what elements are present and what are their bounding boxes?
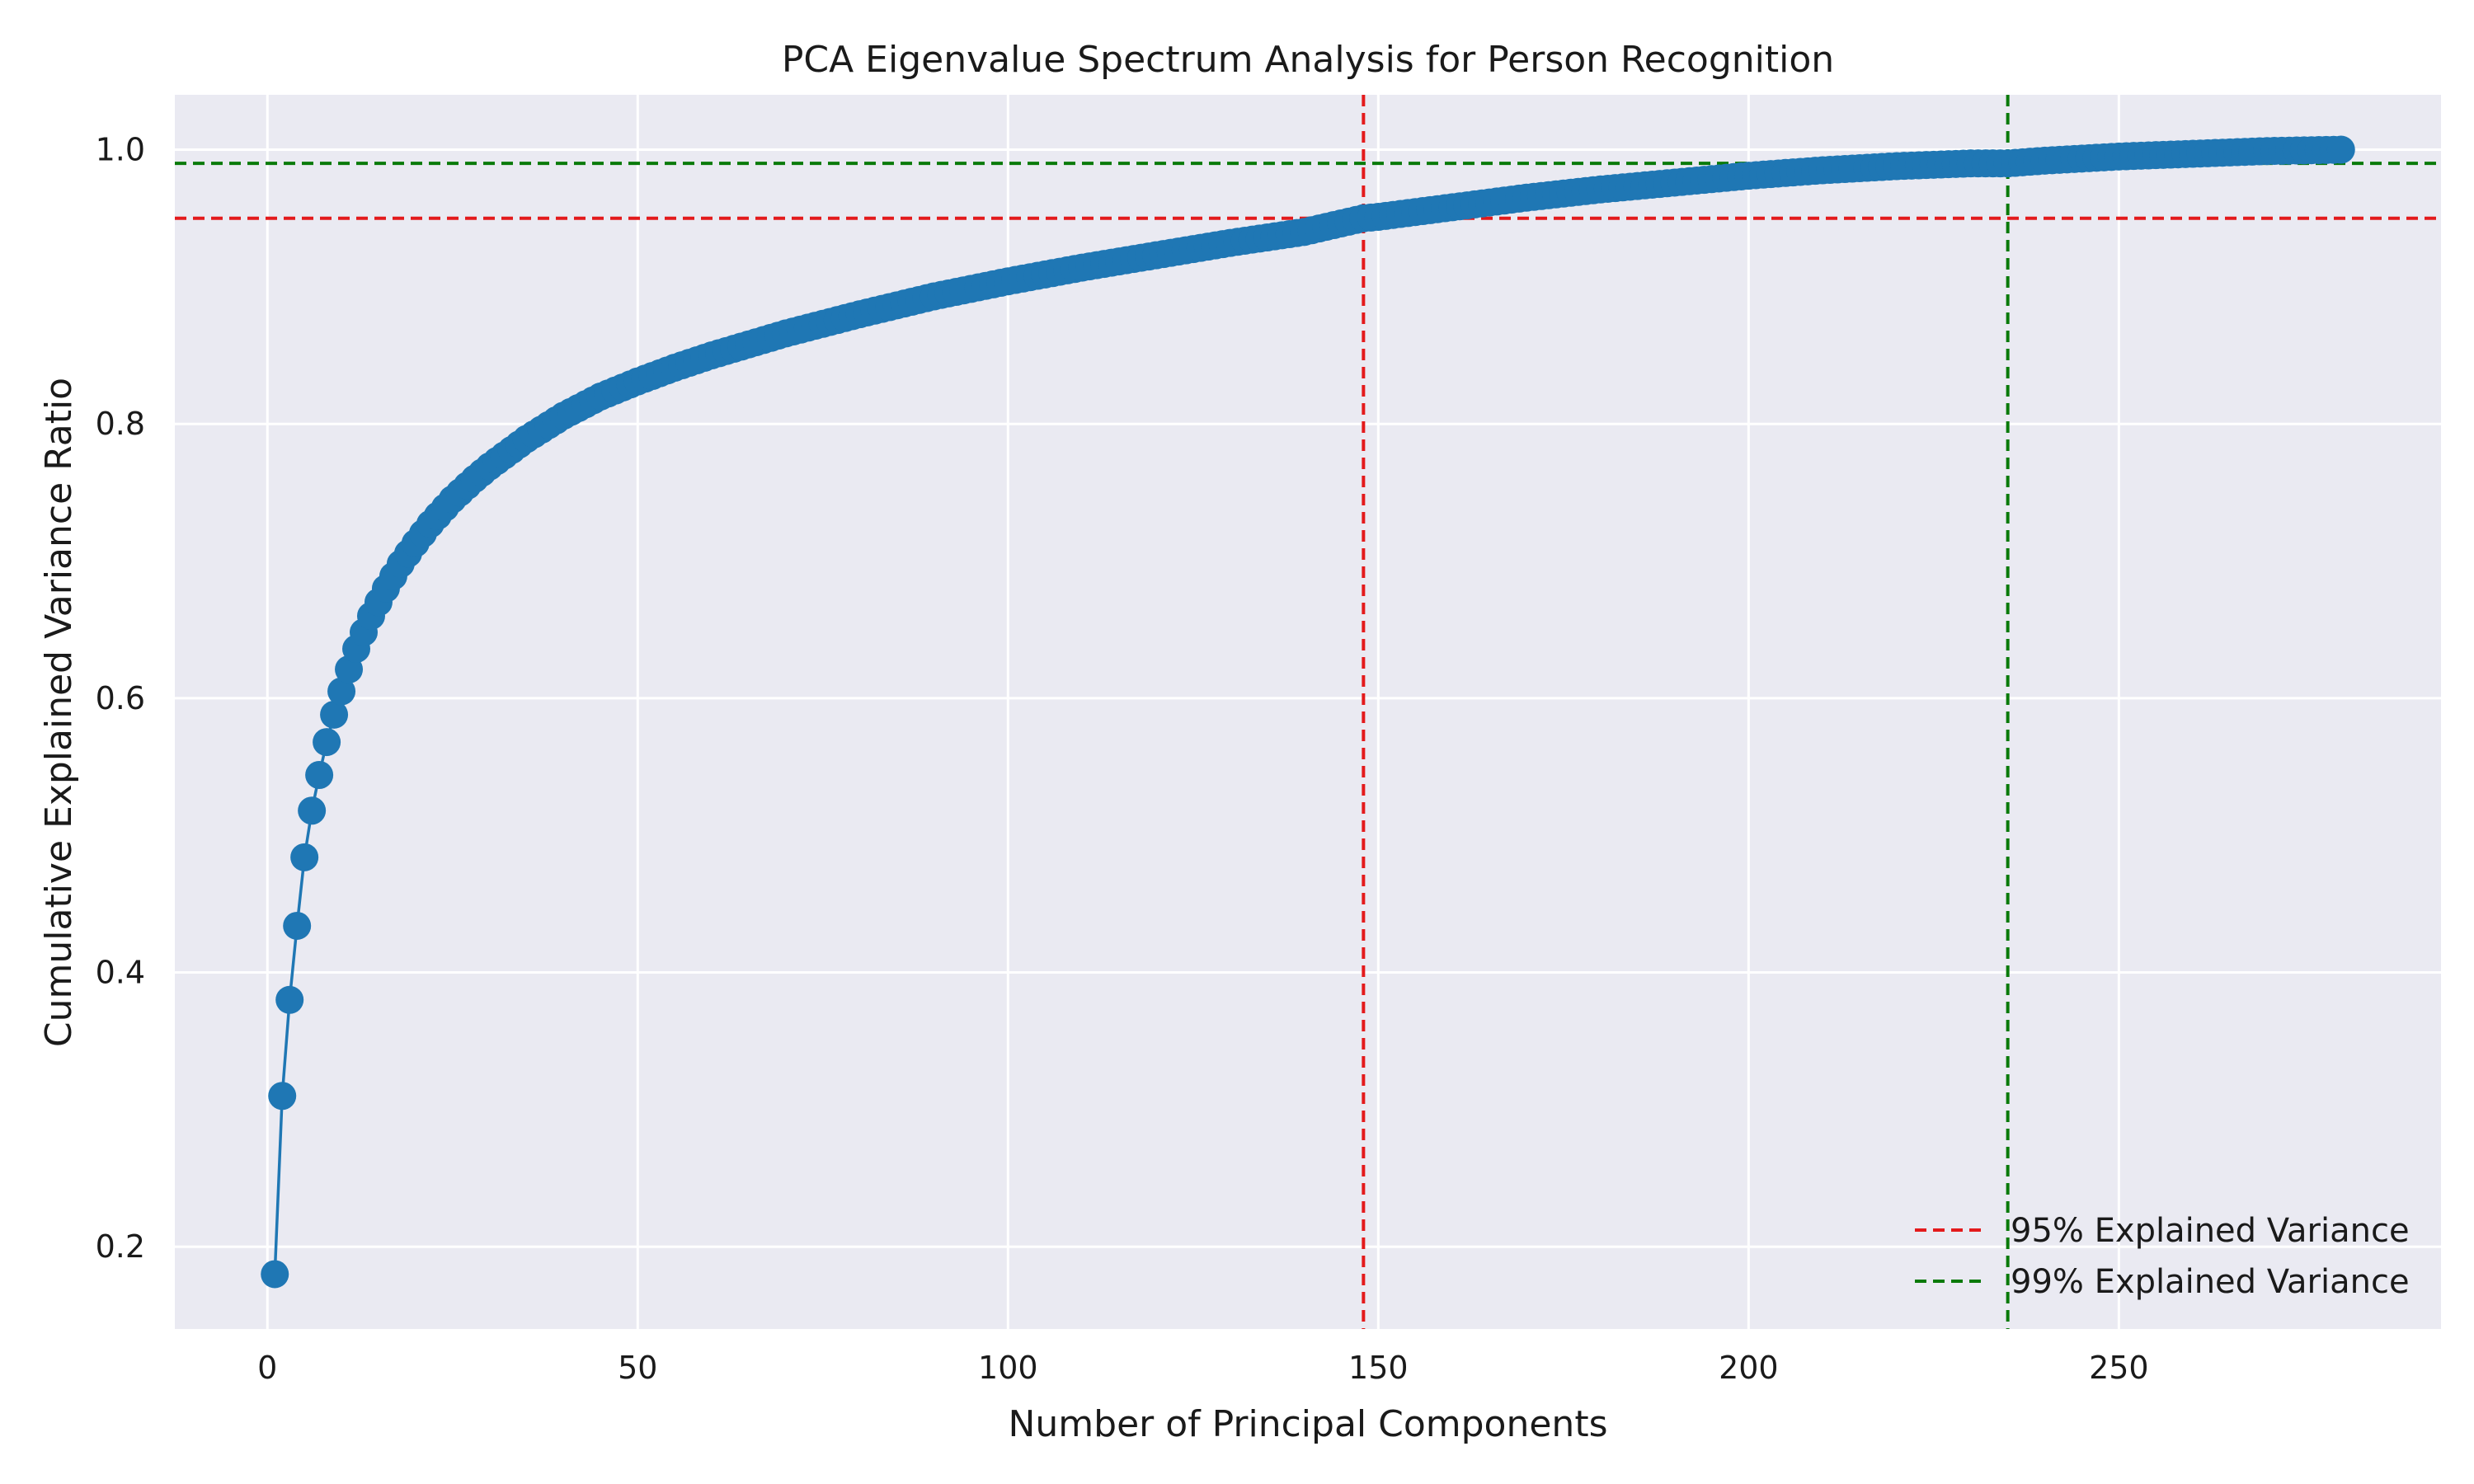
legend: 95% Explained Variance 99% Explained Var… — [1915, 1212, 2410, 1301]
plot-area-background — [175, 95, 2441, 1329]
data-point — [261, 1260, 289, 1289]
data-point — [2326, 135, 2355, 164]
x-tick-label: 0 — [257, 1350, 277, 1386]
legend-label-95: 95% Explained Variance — [2011, 1212, 2410, 1250]
data-point — [320, 700, 349, 729]
x-tick-label: 250 — [2089, 1350, 2149, 1386]
y-tick-label: 0.8 — [96, 406, 145, 442]
x-tick-label: 100 — [978, 1350, 1038, 1386]
data-point — [283, 911, 312, 940]
y-tick-label: 1.0 — [96, 132, 145, 168]
y-tick-label: 0.4 — [96, 955, 145, 991]
data-point — [327, 677, 356, 706]
chart-title: PCA Eigenvalue Spectrum Analysis for Per… — [782, 39, 1834, 81]
data-point — [275, 985, 304, 1014]
y-tick-label: 0.2 — [96, 1228, 145, 1265]
data-series — [261, 135, 2355, 1289]
x-tick-label: 50 — [618, 1350, 657, 1386]
data-point — [268, 1082, 297, 1111]
data-point — [305, 761, 334, 790]
data-point — [290, 843, 319, 871]
y-axis-label: Cumulative Explained Variance Ratio — [38, 378, 80, 1047]
x-axis-label: Number of Principal Components — [1009, 1403, 1608, 1445]
x-tick-label: 150 — [1348, 1350, 1409, 1386]
x-tick-label: 200 — [1719, 1350, 1779, 1386]
data-point — [313, 728, 341, 757]
data-point — [298, 796, 327, 825]
tick-labels: 0 50 100 150 200 250 0.2 0.4 0.6 0.8 1.0 — [96, 132, 2149, 1386]
legend-label-99: 99% Explained Variance — [2011, 1263, 2410, 1301]
y-tick-label: 0.6 — [96, 680, 145, 716]
